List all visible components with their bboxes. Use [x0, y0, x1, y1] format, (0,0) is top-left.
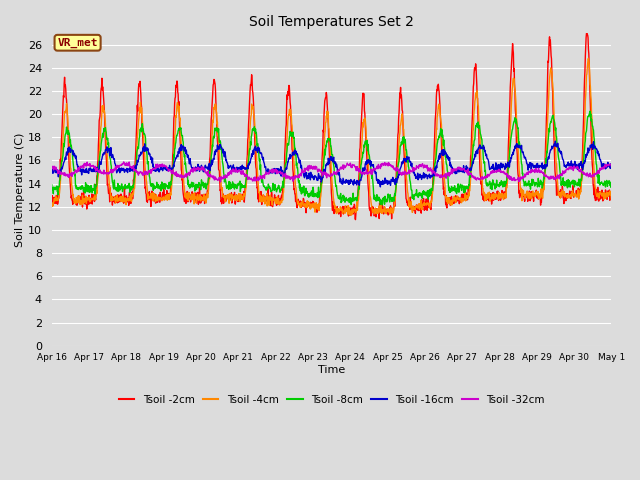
Text: VR_met: VR_met	[58, 37, 98, 48]
Y-axis label: Soil Temperature (C): Soil Temperature (C)	[15, 132, 25, 247]
X-axis label: Time: Time	[318, 365, 345, 375]
Title: Soil Temperatures Set 2: Soil Temperatures Set 2	[249, 15, 414, 29]
Legend: Tsoil -2cm, Tsoil -4cm, Tsoil -8cm, Tsoil -16cm, Tsoil -32cm: Tsoil -2cm, Tsoil -4cm, Tsoil -8cm, Tsoi…	[115, 391, 548, 409]
